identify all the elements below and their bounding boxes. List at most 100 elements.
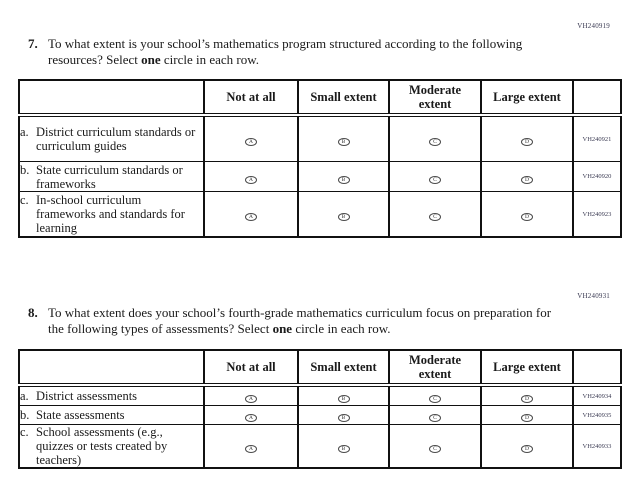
table-row: b. State assessments A B C D VH240935: [18, 405, 622, 425]
answer-bubble-d[interactable]: D: [521, 395, 533, 403]
answer-bubble-d[interactable]: D: [521, 138, 533, 146]
question-8: 8. To what extent does your school’s fou…: [28, 305, 568, 336]
answer-cell: A: [203, 424, 299, 469]
column-header-small-extent: Small extent: [297, 349, 390, 387]
row-label: State assessments: [36, 408, 125, 422]
answer-cell: C: [388, 191, 482, 238]
row-code: VH240921: [572, 114, 622, 162]
answer-cell: D: [480, 405, 574, 425]
answer-cell: C: [388, 405, 482, 425]
question-8-text: To what extent does your school’s fourth…: [48, 305, 568, 336]
row-label-cell: c. In-school curriculum frameworks and st…: [18, 191, 205, 238]
table-row: a. District curriculum standards or curri…: [18, 114, 622, 162]
row-label: District curriculum standards or curricu…: [36, 125, 196, 153]
answer-bubble-a[interactable]: A: [245, 445, 257, 453]
answer-bubble-a[interactable]: A: [245, 395, 257, 403]
column-header-not-at-all: Not at all: [203, 349, 299, 387]
answer-cell: D: [480, 161, 574, 192]
row-prefix: c.: [20, 425, 29, 439]
answer-cell: B: [297, 405, 390, 425]
answer-bubble-d[interactable]: D: [521, 213, 533, 221]
answer-cell: D: [480, 191, 574, 238]
answer-bubble-c[interactable]: C: [429, 175, 441, 184]
question-7-answer-table: Not at all Small extent Moderate extent …: [18, 79, 622, 238]
question-8-answer-table: Not at all Small extent Moderate extent …: [18, 349, 622, 469]
answer-cell: A: [203, 114, 299, 162]
answer-cell: A: [203, 161, 299, 192]
answer-cell: B: [297, 191, 390, 238]
row-code: VH240923: [572, 191, 622, 238]
row-code: VH240934: [572, 384, 622, 406]
answer-bubble-c[interactable]: C: [429, 414, 441, 422]
answer-bubble-b[interactable]: B: [337, 395, 350, 403]
row-prefix: c.: [20, 193, 29, 207]
table-row: b. State curriculum standards or framewor…: [18, 161, 622, 192]
question-7: 7. To what extent is your school’s mathe…: [28, 36, 568, 67]
answer-bubble-c[interactable]: C: [429, 395, 441, 403]
answer-bubble-d[interactable]: D: [521, 414, 533, 422]
row-label: State curriculum standards or frameworks: [36, 162, 183, 191]
answer-cell: C: [388, 424, 482, 469]
column-header-not-at-all: Not at all: [203, 79, 299, 117]
column-header-large-extent: Large extent: [480, 79, 574, 117]
question-8-text-main: To what extent does your school’s fourth…: [48, 305, 552, 336]
row-label: District assessments: [36, 389, 138, 403]
answer-bubble-d[interactable]: D: [521, 175, 533, 184]
row-prefix: a.: [20, 125, 29, 139]
header-row: Not at all Small extent Moderate extent …: [18, 79, 622, 117]
answer-bubble-b[interactable]: B: [337, 445, 350, 453]
answer-cell: B: [297, 161, 390, 192]
header-empty-cell: [18, 79, 205, 117]
answer-cell: C: [388, 161, 482, 192]
answer-bubble-a[interactable]: A: [245, 213, 257, 221]
row-label: School assessments (e.g., quizzes or tes…: [36, 425, 168, 467]
answer-cell: D: [480, 114, 574, 162]
row-label: In-school curriculum frameworks and stan…: [36, 193, 185, 235]
question-7-number: 7.: [28, 36, 38, 51]
answer-cell: A: [203, 384, 299, 406]
answer-bubble-b[interactable]: B: [337, 414, 350, 422]
row-label-cell: b. State curriculum standards or framewor…: [18, 161, 205, 192]
answer-cell: C: [388, 114, 482, 162]
answer-cell: D: [480, 424, 574, 469]
column-header-large-extent: Large extent: [480, 349, 574, 387]
answer-bubble-b[interactable]: B: [337, 138, 350, 146]
table-row: a. District assessments A B C D VH240934: [18, 384, 622, 406]
answer-bubble-a[interactable]: A: [245, 175, 257, 184]
question-7-text-after: circle in each row.: [160, 51, 260, 67]
row-prefix: b.: [20, 162, 30, 177]
answer-cell: B: [297, 424, 390, 469]
answer-bubble-c[interactable]: C: [429, 445, 441, 453]
header-row: Not at all Small extent Moderate extent …: [18, 349, 622, 387]
answer-bubble-c[interactable]: C: [429, 213, 441, 221]
row-label-cell: b. State assessments: [18, 405, 205, 425]
question-8-number: 8.: [28, 305, 38, 320]
column-header-moderate-extent: Moderate extent: [388, 79, 482, 117]
question-7-code: VH240919: [577, 22, 610, 30]
answer-cell: D: [480, 384, 574, 406]
column-header-small-extent: Small extent: [297, 79, 390, 117]
answer-cell: B: [297, 114, 390, 162]
answer-bubble-c[interactable]: C: [429, 138, 441, 146]
row-label-cell: a. District curriculum standards or curri…: [18, 114, 205, 162]
answer-cell: B: [297, 384, 390, 406]
table-row: c. School assessments (e.g., quizzes or t…: [18, 424, 622, 469]
answer-cell: C: [388, 384, 482, 406]
question-8-bold-word: one: [272, 320, 293, 336]
row-code: VH240935: [572, 405, 622, 425]
answer-bubble-d[interactable]: D: [521, 445, 533, 453]
row-code: VH240920: [572, 161, 622, 192]
header-code-cell: [572, 79, 622, 117]
question-7-bold-word: one: [141, 51, 161, 67]
answer-bubble-b[interactable]: B: [337, 175, 350, 184]
answer-bubble-a[interactable]: A: [245, 138, 257, 146]
answer-cell: A: [203, 405, 299, 425]
answer-cell: A: [203, 191, 299, 238]
question-7-text-main: To what extent is your school’s mathemat…: [48, 36, 523, 67]
row-label-cell: a. District assessments: [18, 384, 205, 406]
row-prefix: b.: [20, 408, 30, 422]
row-code: VH240933: [572, 424, 622, 469]
answer-bubble-b[interactable]: B: [337, 213, 350, 221]
answer-bubble-a[interactable]: A: [245, 414, 257, 422]
